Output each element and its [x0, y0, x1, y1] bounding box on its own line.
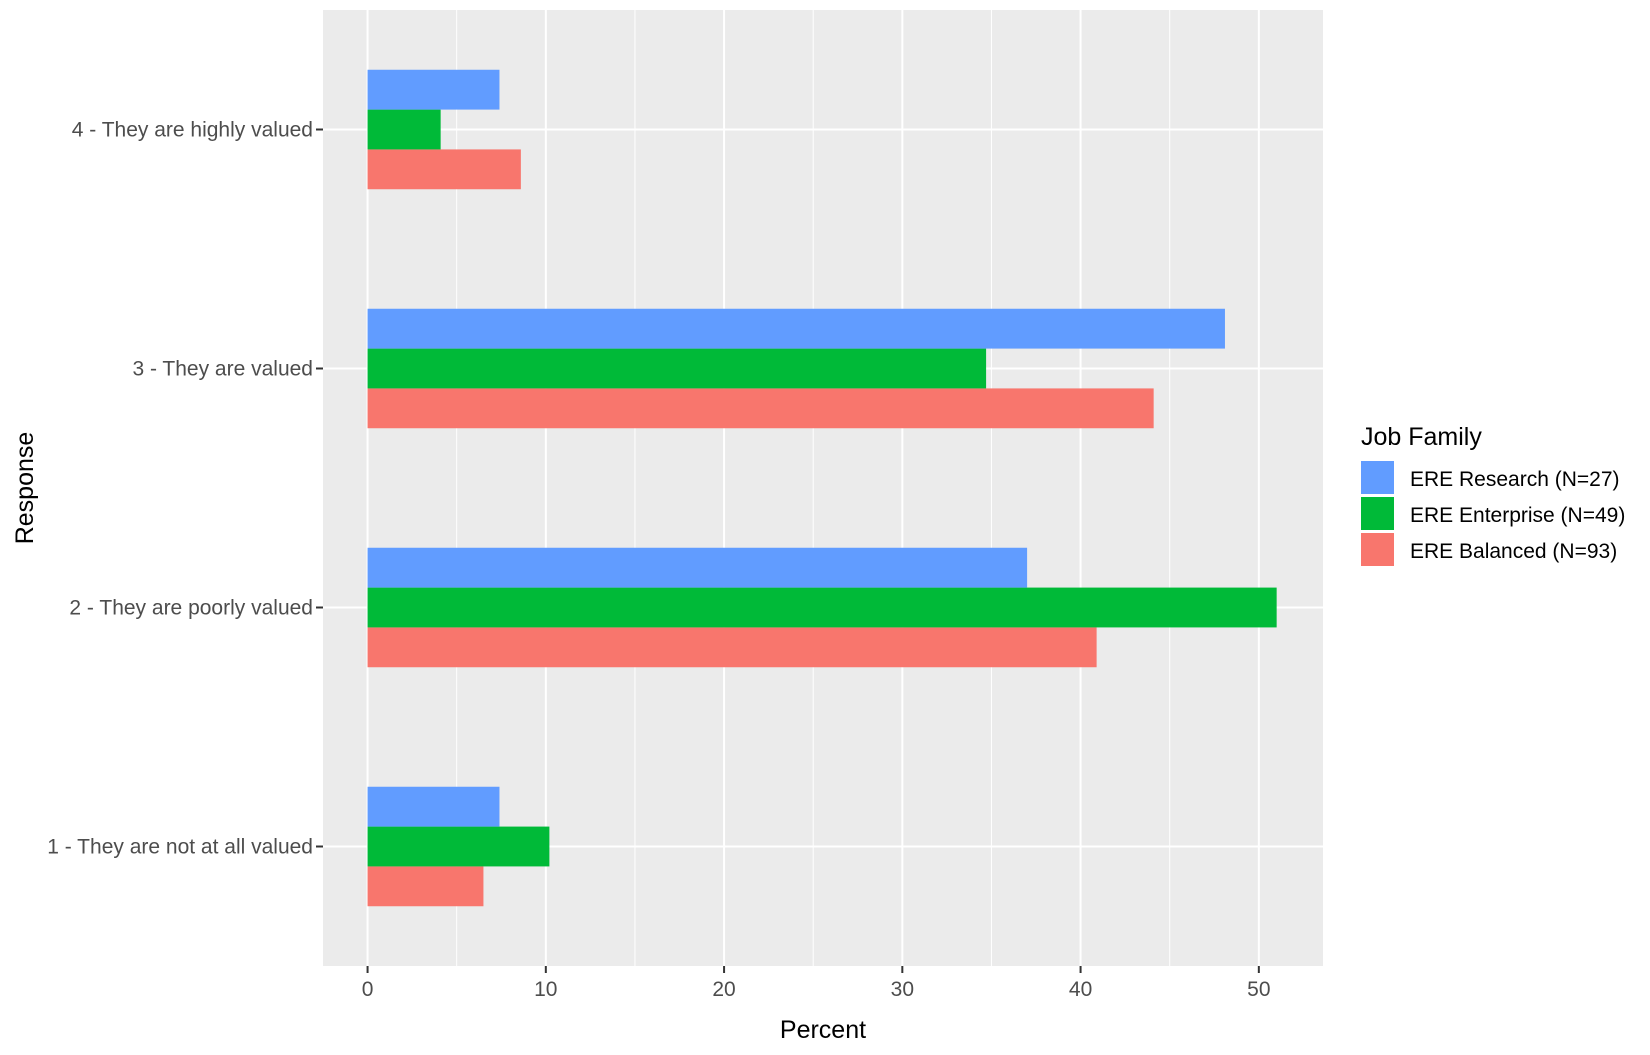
x-tick-label: 10 — [534, 978, 557, 1001]
bars-group — [367, 69, 1277, 907]
legend-label: ERE Enterprise (N=49) — [1410, 504, 1625, 527]
x-tick-label: 20 — [712, 978, 735, 1001]
y-axis: 1 - They are not at all valued 2 - They a… — [47, 119, 323, 859]
bar — [367, 69, 500, 110]
bar — [367, 308, 1225, 349]
legend-label: ERE Balanced (N=93) — [1410, 540, 1617, 563]
x-tick-label: 0 — [362, 978, 374, 1001]
bar — [367, 786, 500, 827]
bar — [367, 627, 1097, 668]
y-tick-label: 2 - They are poorly valued — [69, 597, 313, 620]
x-axis: 0 10 20 30 40 50 — [362, 966, 1271, 1001]
y-tick-label: 4 - They are highly valued — [72, 119, 313, 142]
bar — [367, 547, 1028, 588]
bar — [367, 826, 550, 867]
bar — [367, 587, 1277, 628]
legend-key — [1361, 533, 1394, 566]
x-tick-label: 40 — [1069, 978, 1092, 1001]
y-axis-title: Response — [11, 432, 39, 545]
legend-label: ERE Research (N=27) — [1410, 468, 1620, 491]
x-axis-title: Percent — [780, 1016, 866, 1044]
y-tick-label: 3 - They are valued — [132, 358, 313, 381]
bar — [367, 109, 441, 150]
legend: Job Family ERE Research (N=27) ERE Enterp… — [1361, 423, 1625, 566]
bar — [367, 348, 987, 389]
bar — [367, 388, 1154, 429]
legend-key — [1361, 461, 1394, 494]
x-tick-label: 50 — [1247, 978, 1270, 1001]
legend-title: Job Family — [1361, 423, 1482, 451]
legend-key — [1361, 497, 1394, 530]
bar — [367, 866, 484, 907]
x-tick-label: 30 — [891, 978, 914, 1001]
bar — [367, 149, 521, 190]
y-tick-label: 1 - They are not at all valued — [47, 836, 313, 859]
